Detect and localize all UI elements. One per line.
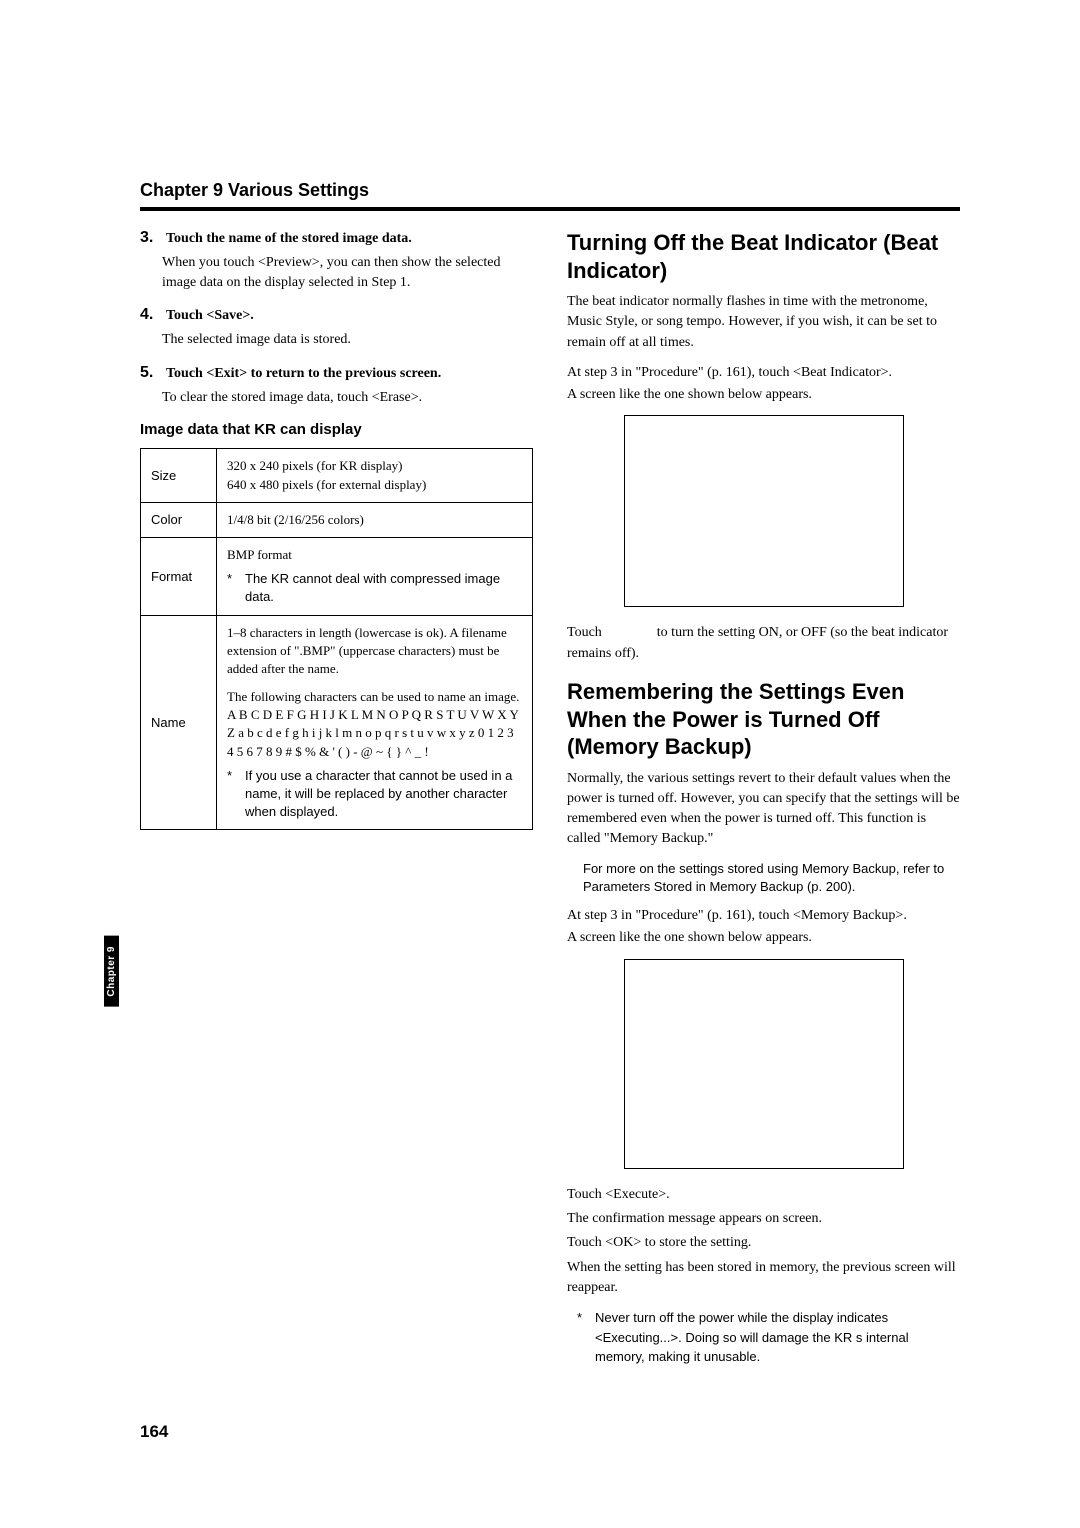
screen-placeholder	[624, 959, 904, 1169]
body-text: At step 3 in "Procedure" (p. 161), touch…	[567, 363, 960, 383]
format-text: BMP format	[227, 547, 292, 562]
table-cell-value: 1–8 characters in length (lowercase is o…	[217, 615, 533, 830]
body-text: A screen like the one shown below appear…	[567, 385, 960, 405]
body-text: At step 3 in "Procedure" (p. 161), touch…	[567, 906, 960, 926]
right-column: Turning Off the Beat Indicator (Beat Ind…	[567, 229, 960, 1367]
indent-note: For more on the settings stored using Me…	[583, 860, 960, 896]
step-item: 3. Touch the name of the stored image da…	[140, 229, 533, 292]
step-item: 4. Touch <Save>. The selected image data…	[140, 306, 533, 350]
chapter-tab: Chapter 9	[104, 936, 119, 1007]
table-cell-value: BMP format * The KR cannot deal with com…	[217, 537, 533, 615]
asterisk-icon: *	[577, 1308, 595, 1367]
body-text: The beat indicator normally flashes in t…	[567, 292, 960, 353]
body-text: When the setting has been stored in memo…	[567, 1258, 960, 1299]
step-bold: Touch <Save>.	[166, 308, 254, 323]
step-bold: Touch <Exit> to return to the previous s…	[166, 366, 441, 381]
table-row: Color 1/4/8 bit (2/16/256 colors)	[141, 502, 533, 537]
name-chars: A B C D E F G H I J K L M N O P Q R S T …	[227, 706, 522, 761]
table-cell-value: 1/4/8 bit (2/16/256 colors)	[217, 502, 533, 537]
name-text-1: 1–8 characters in length (lowercase is o…	[227, 624, 522, 679]
star-note-text: The KR cannot deal with compressed image…	[245, 570, 522, 606]
table-cell-label: Color	[141, 502, 217, 537]
step-body: The selected image data is stored.	[162, 330, 533, 350]
star-note: * If you use a character that cannot be …	[227, 767, 522, 822]
section-heading: Remembering the Settings Even When the P…	[567, 678, 960, 761]
step-number: 3.	[140, 229, 162, 247]
content-columns: 3. Touch the name of the stored image da…	[140, 229, 960, 1367]
step-body: When you touch <Preview>, you can then s…	[162, 253, 533, 292]
asterisk-icon: *	[227, 570, 245, 606]
step-number: 5.	[140, 364, 162, 382]
image-data-table: Size 320 x 240 pixels (for KR display) 6…	[140, 448, 533, 830]
table-row: Size 320 x 240 pixels (for KR display) 6…	[141, 449, 533, 502]
body-text: Touch <Execute>.	[567, 1185, 960, 1205]
body-text: A screen like the one shown below appear…	[567, 928, 960, 948]
star-note: * Never turn off the power while the dis…	[567, 1308, 960, 1367]
heading-rule	[140, 207, 960, 211]
body-text: The confirmation message appears on scre…	[567, 1209, 960, 1229]
name-text-2: The following characters can be used to …	[227, 688, 522, 706]
body-text: Touch <OK> to store the setting.	[567, 1233, 960, 1253]
step-bold: Touch the name of the stored image data.	[166, 231, 412, 246]
touch-suffix: to turn the setting ON, or OFF (so the b…	[567, 625, 948, 660]
body-text: Normally, the various settings revert to…	[567, 769, 960, 850]
table-row: Name 1–8 characters in length (lowercase…	[141, 615, 533, 830]
step-number: 4.	[140, 306, 162, 324]
section-heading: Turning Off the Beat Indicator (Beat Ind…	[567, 229, 960, 284]
table-row: Format BMP format * The KR cannot deal w…	[141, 537, 533, 615]
star-note-text: If you use a character that cannot be us…	[245, 767, 522, 822]
body-text: Touch to turn the setting ON, or OFF (so…	[567, 623, 960, 664]
step-list: 3. Touch the name of the stored image da…	[140, 229, 533, 407]
step-item: 5. Touch <Exit> to return to the previou…	[140, 364, 533, 408]
asterisk-icon: *	[227, 767, 245, 822]
table-cell-label: Size	[141, 449, 217, 502]
screen-placeholder	[624, 415, 904, 607]
table-cell-label: Name	[141, 615, 217, 830]
step-body: To clear the stored image data, touch <E…	[162, 388, 533, 408]
touch-prefix: Touch	[567, 625, 605, 640]
page-number: 164	[140, 1422, 168, 1442]
sub-heading: Image data that KR can display	[140, 421, 533, 438]
table-cell-value: 320 x 240 pixels (for KR display) 640 x …	[217, 449, 533, 502]
chapter-heading: Chapter 9 Various Settings	[140, 180, 960, 201]
star-note-text: Never turn off the power while the displ…	[595, 1308, 960, 1367]
table-cell-label: Format	[141, 537, 217, 615]
star-note: * The KR cannot deal with compressed ima…	[227, 570, 522, 606]
left-column: 3. Touch the name of the stored image da…	[140, 229, 533, 1367]
